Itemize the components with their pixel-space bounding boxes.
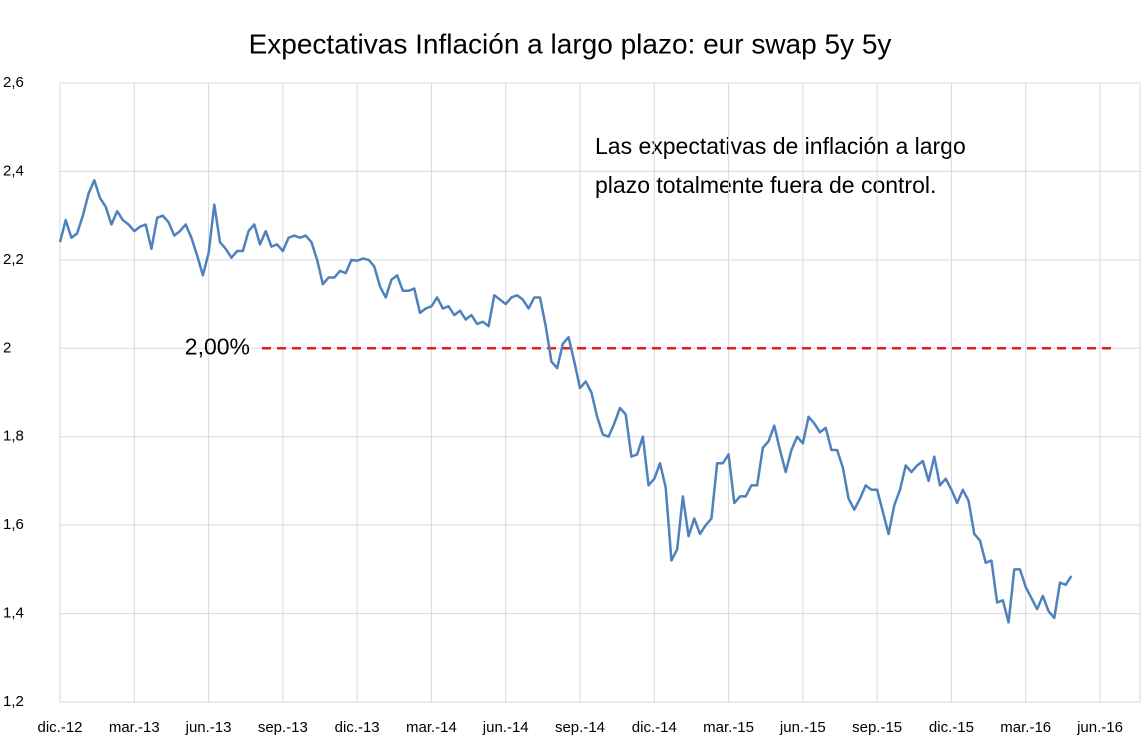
y-tick-label: 2,4 xyxy=(3,162,24,179)
x-tick-label: jun.-15 xyxy=(779,719,826,736)
y-tick-label: 2 xyxy=(3,339,11,356)
y-tick-label: 1,4 xyxy=(3,605,24,622)
x-tick-label: sep.-14 xyxy=(555,719,605,736)
reference-label: 2,00% xyxy=(185,333,250,359)
x-tick-label: mar.-13 xyxy=(109,719,160,736)
y-tick-label: 1,8 xyxy=(3,428,24,445)
x-tick-label: mar.-16 xyxy=(1000,719,1051,736)
x-tick-label: sep.-15 xyxy=(852,719,902,736)
y-tick-label: 2,2 xyxy=(3,251,24,268)
x-tick-label: mar.-14 xyxy=(406,719,457,736)
annotation: Las expectativas de inflación a largo xyxy=(595,133,966,159)
x-tick-label: dic.-12 xyxy=(37,719,82,736)
x-tick-label: mar.-15 xyxy=(703,719,754,736)
x-tick-label: sep.-13 xyxy=(258,719,308,736)
line xyxy=(58,179,1073,624)
y-tick-label: 1,6 xyxy=(3,516,24,533)
plot-border xyxy=(59,82,1141,703)
x-tick-label: dic.-15 xyxy=(929,719,974,736)
y-tick-label: 2,6 xyxy=(3,74,24,91)
y-tick-label: 1,2 xyxy=(3,693,24,710)
x-tick-label: dic.-13 xyxy=(335,719,380,736)
x-tick-label: jun.-14 xyxy=(482,719,529,736)
x-tick-label: jun.-13 xyxy=(185,719,232,736)
x-tick-label: dic.-14 xyxy=(632,719,677,736)
x-tick-label: jun.-16 xyxy=(1076,719,1123,736)
chart-title: Expectativas Inflación a largo plazo: eu… xyxy=(249,28,892,59)
annotation: plazo totalmente fuera de control. xyxy=(595,172,936,198)
